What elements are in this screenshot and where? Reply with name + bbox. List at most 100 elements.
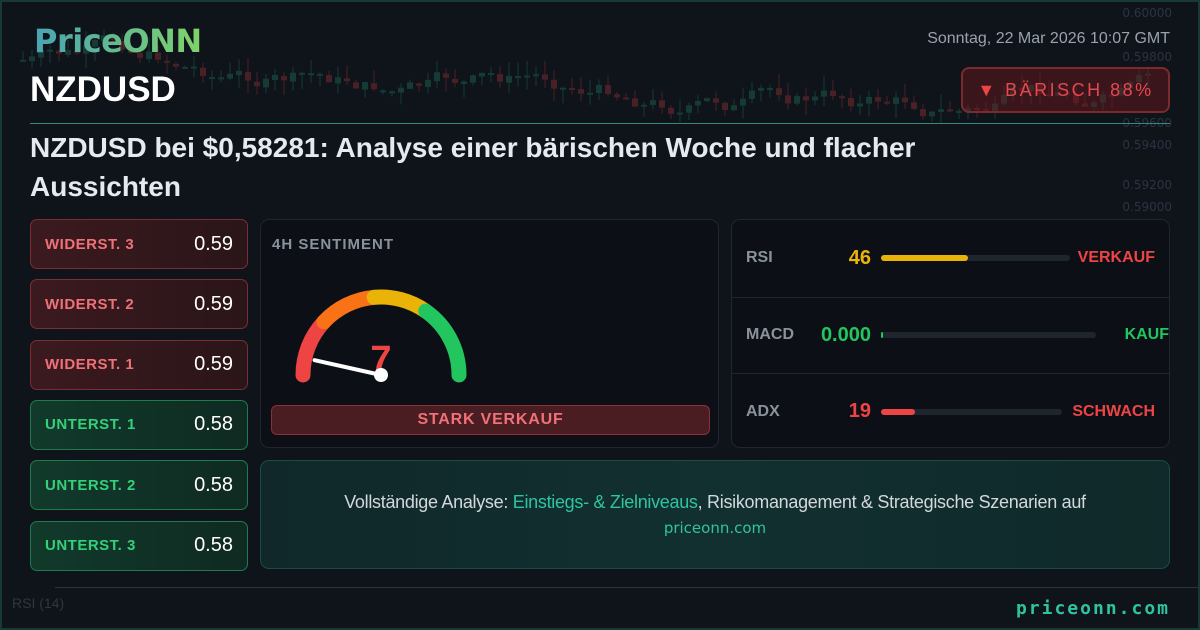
background-candle xyxy=(533,74,539,77)
background-candle xyxy=(380,90,386,93)
level-resistance: WIDERST. 1 0.59 xyxy=(30,339,248,390)
level-value: 0.59 xyxy=(194,292,233,315)
background-candle xyxy=(137,52,143,58)
level-support: UNTERST. 1 0.58 xyxy=(30,399,248,450)
background-candle xyxy=(317,73,323,76)
background-candle xyxy=(281,76,287,81)
background-candle xyxy=(1037,85,1043,95)
background-candle xyxy=(839,96,845,99)
background-candle xyxy=(290,72,296,82)
background-candle xyxy=(650,100,656,105)
background-candle xyxy=(335,77,341,84)
background-candle xyxy=(218,77,224,80)
level-support: UNTERST. 2 0.58 xyxy=(30,460,248,511)
background-candle xyxy=(407,82,413,89)
background-candle xyxy=(65,50,71,55)
background-axis-label: 0.59400 xyxy=(1122,138,1172,152)
cta-link[interactable]: priceonn.com xyxy=(663,519,767,537)
background-candle xyxy=(344,78,350,82)
background-candle xyxy=(614,94,620,98)
indicator-row-adx: ADX 19 SCHWACH xyxy=(732,373,1169,449)
indicator-value: 19 xyxy=(848,400,871,422)
background-candle xyxy=(722,102,728,111)
indicator-bar xyxy=(881,408,1062,415)
background-axis-label: 0.60000 xyxy=(1122,6,1172,20)
background-candle xyxy=(641,104,647,107)
background-candle xyxy=(1136,75,1142,83)
background-candle xyxy=(551,79,557,89)
background-candle xyxy=(29,56,35,62)
background-candle xyxy=(632,98,638,107)
background-candle xyxy=(821,90,827,97)
background-candle xyxy=(128,50,134,53)
indicator-signal: VERKAUF xyxy=(1077,249,1155,266)
background-candle xyxy=(209,77,215,80)
background-candle xyxy=(389,91,395,94)
indicator-bar-fill xyxy=(881,332,884,338)
background-candle xyxy=(227,73,233,79)
level-resistance: WIDERST. 3 0.59 xyxy=(30,219,248,269)
background-candle xyxy=(1127,81,1133,89)
datetime: Sonntag, 22 Mar 2026 10:07 GMT xyxy=(927,30,1170,47)
indicator-value: 0.000 xyxy=(820,323,871,346)
background-candle xyxy=(542,74,548,80)
background-candle xyxy=(416,83,422,86)
background-candle xyxy=(83,45,89,54)
background-candle xyxy=(1001,94,1007,104)
background-candle xyxy=(695,100,701,106)
background-candle xyxy=(857,103,863,107)
background-candle xyxy=(101,35,107,42)
level-support: UNTERST. 3 0.58 xyxy=(30,520,248,571)
background-candle xyxy=(659,100,665,108)
indicators-panel: RSI 46 VERKAUF MACD 0.000 KAUF ADX 19 SCHW… xyxy=(731,219,1170,448)
background-candle xyxy=(938,109,944,112)
footer-url[interactable]: priceonn.com xyxy=(1015,598,1170,619)
background-candle xyxy=(569,87,575,90)
background-candle xyxy=(110,36,116,40)
indicator-bar xyxy=(881,255,1070,261)
background-candle xyxy=(236,70,242,76)
sentiment-gauge: 7 xyxy=(295,289,467,383)
background-candle xyxy=(866,96,872,104)
background-axis-label: 0.59000 xyxy=(1122,200,1172,214)
triangle-down-icon: ▼ xyxy=(977,79,996,100)
background-candle xyxy=(767,87,773,90)
background-candle xyxy=(848,97,854,107)
background-candle xyxy=(515,76,521,79)
background-candle xyxy=(254,81,260,87)
background-candle xyxy=(731,105,737,111)
background-axis-label: 0.59800 xyxy=(1122,50,1172,64)
indicator-signal: KAUF xyxy=(1124,326,1169,343)
background-candle xyxy=(929,111,935,117)
background-candle xyxy=(1091,102,1097,107)
cta-prefix: Vollständige Analyse: xyxy=(344,492,513,512)
background-candle xyxy=(749,90,755,99)
background-candle xyxy=(245,72,251,81)
indicator-name: ADX xyxy=(746,402,780,420)
background-candle xyxy=(1118,88,1124,96)
background-candle xyxy=(173,63,179,67)
background-candle xyxy=(200,67,206,76)
background-candle xyxy=(74,51,80,54)
background-candle xyxy=(452,78,458,83)
level-value: 0.59 xyxy=(194,353,233,376)
background-candle xyxy=(1064,92,1070,95)
background-candle xyxy=(155,52,161,60)
background-candle xyxy=(353,82,359,89)
background-candle xyxy=(1145,73,1151,76)
sentiment-badge: ▼ BÄRISCH 88% xyxy=(961,67,1170,113)
level-value: 0.58 xyxy=(194,413,233,436)
background-candle xyxy=(875,97,881,102)
priceonn-logo: PriceONN xyxy=(34,22,202,60)
background-candle xyxy=(1028,84,1034,91)
indicator-bar-fill xyxy=(881,408,916,415)
background-candle xyxy=(920,109,926,117)
background-candle xyxy=(182,66,188,69)
cta-banner[interactable]: Vollständige Analyse: Einstiegs- & Zieln… xyxy=(260,460,1170,569)
background-candle xyxy=(785,95,791,104)
background-candle xyxy=(974,107,980,110)
indicator-row-rsi: RSI 46 VERKAUF xyxy=(732,220,1169,296)
background-candle xyxy=(164,60,170,63)
background-candle xyxy=(272,74,278,81)
